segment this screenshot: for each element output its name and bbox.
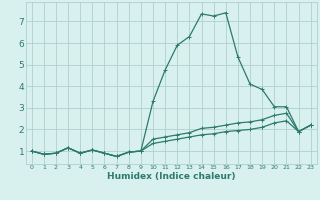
X-axis label: Humidex (Indice chaleur): Humidex (Indice chaleur) (107, 172, 236, 181)
